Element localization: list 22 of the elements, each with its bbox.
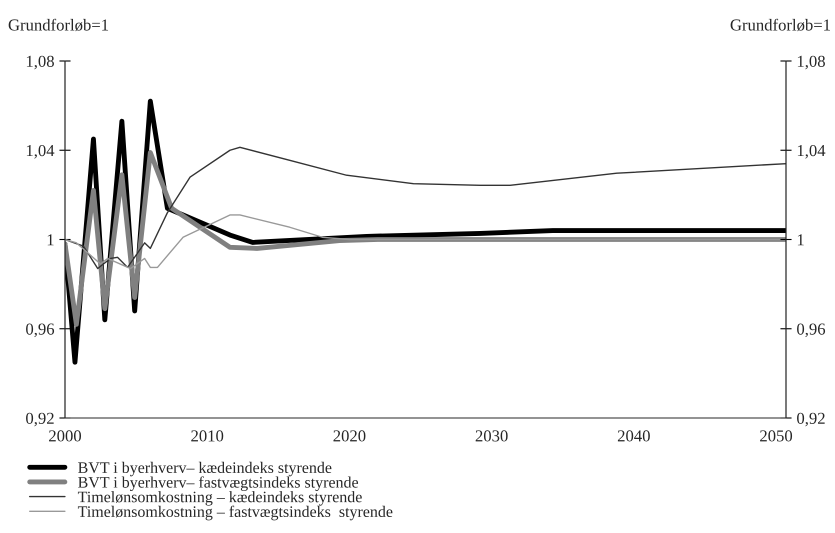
y-tick-label: 1,08 xyxy=(26,56,54,70)
legend-label: BVT i byerhverv– fastvægtsindeks styrende xyxy=(78,476,358,492)
y-tick-label: 0,96 xyxy=(26,323,54,338)
y-tick-label: 0,92 xyxy=(26,412,54,426)
y-axis-title: Grundforløb=1 xyxy=(8,18,108,32)
x-tick-label: 2030 xyxy=(476,430,508,442)
y2-tick-label: 0,96 xyxy=(797,323,826,338)
legend-label: Timelønsomkostning – fastvægtsindeks styrende xyxy=(78,506,392,520)
y2-tick-label: 1 xyxy=(798,234,804,246)
legend-label: BVT i byerhverv– kædeindeks styrende xyxy=(78,462,332,476)
x-tick-label: 2020 xyxy=(333,430,366,442)
y2-tick-label: 0,92 xyxy=(797,412,825,426)
x-tick-label: 2050 xyxy=(760,430,792,442)
y-tick-label: 1 xyxy=(48,234,54,246)
x-tick-label: 2040 xyxy=(618,430,650,442)
x-tick-label: 2010 xyxy=(191,430,224,442)
y-tick-label: 1,04 xyxy=(26,144,54,159)
legend-label: Timelønsomkostning – kædeindeks styrende xyxy=(78,491,362,506)
y2-tick-label: 1,04 xyxy=(798,144,826,159)
y2-tick-label: 1,08 xyxy=(798,56,825,70)
x-tick-label: 2000 xyxy=(49,430,82,442)
y2-axis-title: Grundforløb=1 xyxy=(730,18,830,32)
